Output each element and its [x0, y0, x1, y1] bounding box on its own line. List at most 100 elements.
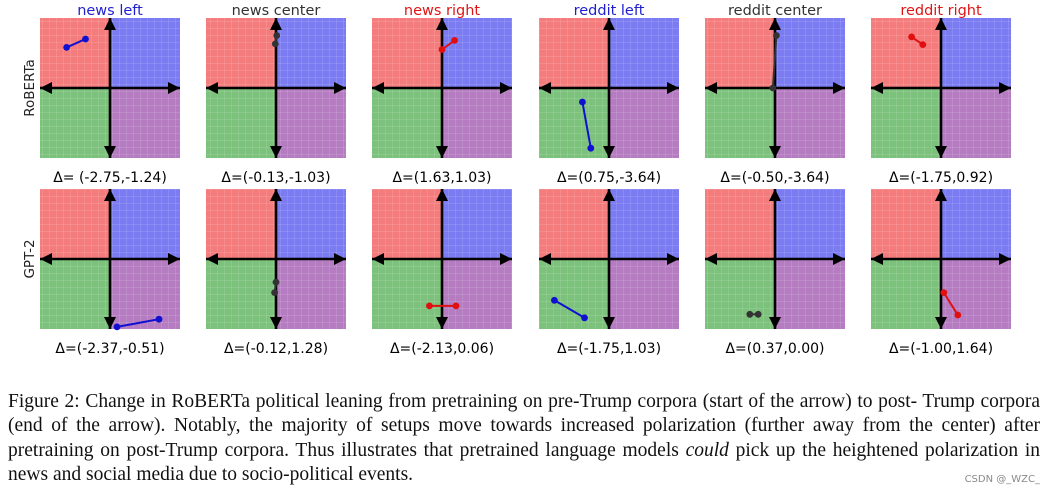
start-point [271, 289, 278, 296]
axis-arrowhead [40, 253, 52, 265]
axis-arrowhead [206, 82, 218, 94]
axis-arrowhead [769, 317, 781, 329]
end-point [954, 311, 962, 319]
axis-arrowhead [603, 18, 615, 30]
axis-arrowhead [769, 189, 781, 201]
caption-line-2: Trump corpora (end of the arrow). Notabl… [8, 391, 1040, 437]
delta-label: Δ=(-0.12,1.28) [224, 341, 328, 357]
row-label: GPT-2 [22, 239, 38, 278]
axis-arrowhead [705, 82, 717, 94]
shift-arrow [116, 318, 160, 328]
axis-arrowhead [935, 189, 947, 201]
axis-arrowhead [539, 82, 551, 94]
compass-panel [705, 18, 845, 158]
shift-arrow [942, 292, 959, 316]
compass-panel [206, 189, 346, 329]
axis-arrowhead [769, 146, 781, 158]
axis-arrowhead [372, 82, 384, 94]
delta-label: Δ=(0.75,-3.64) [557, 170, 661, 186]
axis-arrowhead [603, 189, 615, 201]
axis-arrowhead [667, 82, 679, 94]
compass-panel [206, 18, 346, 158]
axis-arrowhead [539, 253, 551, 265]
axis-arrowhead [334, 82, 346, 94]
axis-arrowhead [40, 82, 52, 94]
start-point [82, 35, 89, 43]
axis-arrowhead [436, 146, 448, 158]
start-point [919, 41, 927, 48]
axis-arrowhead [436, 189, 448, 201]
end-point [426, 302, 433, 310]
shift-arrow [581, 101, 592, 149]
row-label: RoBERTa [22, 59, 38, 117]
axis-arrowhead [999, 82, 1011, 94]
column-title: reddit center [728, 3, 822, 19]
shift-arrow [66, 38, 86, 49]
axis-arrowhead [372, 253, 384, 265]
start-point [452, 302, 460, 310]
axis-arrowhead [833, 82, 845, 94]
delta-label: Δ=(-2.13,0.06) [390, 341, 494, 357]
end-point [63, 44, 70, 51]
delta-label: Δ=(0.37,0.00) [725, 341, 824, 357]
compass-panel [40, 189, 180, 331]
axis-arrowhead [603, 146, 615, 158]
column-title: news left [77, 3, 143, 19]
compass-panel [539, 18, 679, 158]
axis-arrowhead [436, 18, 448, 30]
axis-arrowhead [436, 317, 448, 329]
axis-arrowhead [935, 146, 947, 158]
compass-panel [705, 189, 845, 329]
end-point [908, 33, 915, 41]
delta-label: Δ=(-1.75,0.92) [889, 170, 993, 186]
axis-arrowhead [871, 82, 883, 94]
column-title: reddit right [900, 3, 982, 19]
compass-panel [372, 189, 512, 329]
compass-panel [40, 18, 180, 158]
end-point [769, 84, 777, 92]
compass-panel [871, 189, 1011, 329]
delta-label: Δ=(-2.37,-0.51) [55, 341, 164, 357]
axis-arrowhead [270, 146, 282, 158]
end-point [272, 278, 280, 286]
caption-line-1: Figure 2: Change in RoBERTa political le… [8, 391, 918, 412]
delta-label: Δ= (-2.75,-1.24) [53, 170, 167, 186]
end-point [587, 144, 595, 152]
start-point [438, 46, 446, 53]
column-title: news right [404, 3, 481, 19]
delta-label: Δ=(1.63,1.03) [392, 170, 491, 186]
end-point [451, 37, 458, 44]
compass-panel [372, 18, 512, 158]
delta-label: Δ=(-0.50,-3.64) [720, 170, 829, 186]
end-point [271, 40, 279, 48]
end-point [581, 314, 588, 322]
axis-arrowhead [833, 253, 845, 265]
axis-arrowhead [270, 189, 282, 201]
compass-panel [871, 18, 1011, 158]
watermark: CSDN @_WZC_ [964, 474, 1040, 485]
axis-arrowhead [334, 253, 346, 265]
axis-arrowhead [769, 18, 781, 30]
shift-arrow [771, 35, 778, 89]
start-point [155, 315, 163, 323]
start-point [273, 32, 281, 39]
caption-line-4: pick up the heightened polarization in n… [8, 439, 1040, 486]
delta-label: Δ=(-0.13,-1.03) [221, 170, 330, 186]
axis-arrowhead [104, 146, 116, 158]
axis-arrowhead [168, 253, 180, 265]
end-point [754, 310, 762, 318]
start-point [940, 289, 948, 296]
start-point [551, 296, 558, 304]
axis-arrowhead [270, 18, 282, 30]
column-title: news center [232, 3, 321, 19]
axis-arrowhead [104, 189, 116, 201]
figure-caption: Figure 2: Change in RoBERTa political le… [8, 390, 1040, 488]
shift-arrow [553, 299, 586, 319]
axis-arrowhead [500, 253, 512, 265]
axis-arrowhead [168, 82, 180, 94]
start-point [773, 32, 780, 39]
axis-arrowhead [667, 253, 679, 265]
axis-arrowhead [206, 253, 218, 265]
start-point [746, 310, 754, 318]
